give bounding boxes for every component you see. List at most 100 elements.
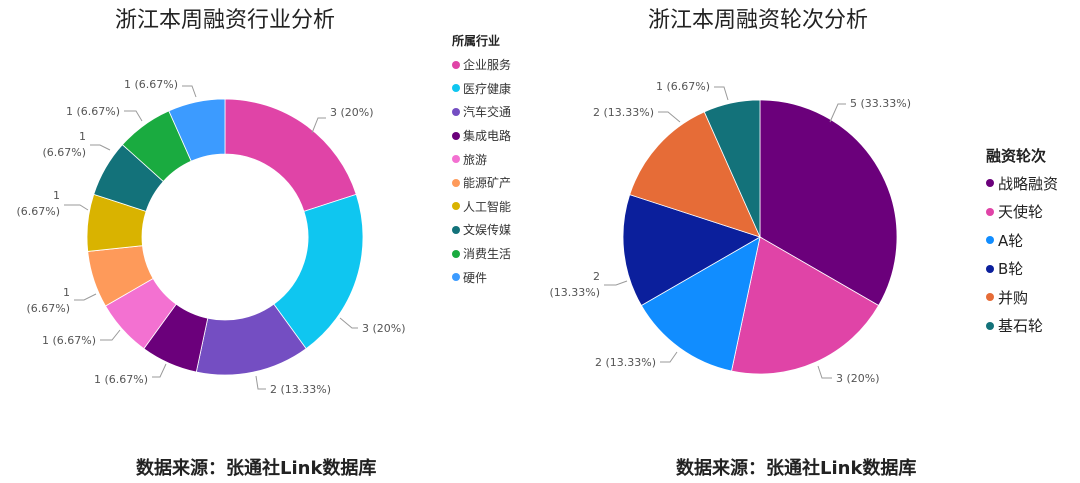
legend-label: 消费生活: [463, 247, 512, 262]
round-legend-item[interactable]: 天使轮: [986, 198, 1058, 227]
industry-data-label: (6.67%): [16, 205, 60, 218]
round-legend-item[interactable]: 并购: [986, 283, 1058, 312]
round-slice-4[interactable]: [622, 194, 761, 307]
leader-line: [829, 103, 846, 123]
industry-data-label: (6.67%): [26, 302, 70, 315]
round-slice-2[interactable]: [731, 236, 880, 375]
industry-legend-item[interactable]: 文娱传媒: [452, 218, 511, 242]
leader-line: [100, 329, 121, 341]
legend-dot-icon: [452, 84, 460, 93]
legend-label: 汽车交通: [463, 105, 512, 120]
legend-dot-icon: [986, 207, 994, 216]
industry-data-label: 1 (6.67%): [42, 334, 96, 347]
round-legend-item[interactable]: 基石轮: [986, 312, 1058, 341]
legend-label: 并购: [998, 288, 1029, 307]
round-data-label: (13.33%): [549, 286, 600, 299]
industry-data-label: 1 (6.67%): [124, 78, 178, 91]
legend-dot-icon: [452, 249, 460, 258]
legend-dot-icon: [452, 155, 460, 164]
round-slice-3[interactable]: [640, 236, 761, 372]
leader-line: [124, 110, 143, 122]
industry-legend-item[interactable]: 消费生活: [452, 242, 511, 266]
legend-label: 基石轮: [998, 317, 1044, 336]
legend-label: 医疗健康: [463, 81, 512, 96]
legend-label: 人工智能: [463, 199, 512, 214]
industry-data-label: 3 (20%): [330, 106, 374, 119]
legend-label: B轮: [998, 260, 1024, 279]
industry-legend-item[interactable]: 医疗健康: [452, 77, 511, 101]
round-data-label: 2 (13.33%): [595, 356, 656, 369]
round-data-source: 数据来源：张通社Link数据库: [676, 458, 917, 479]
leader-line: [660, 351, 678, 363]
legend-dot-icon: [452, 202, 460, 211]
round-legend-item[interactable]: B轮: [986, 255, 1058, 284]
leader-line: [817, 365, 832, 379]
leader-line: [339, 317, 358, 329]
leader-line: [64, 204, 89, 211]
legend-label: 战略融资: [998, 174, 1059, 193]
leader-line: [74, 293, 97, 301]
legend-label: 硬件: [463, 270, 488, 285]
round-pie: [622, 99, 898, 375]
legend-dot-icon: [452, 178, 460, 187]
legend-label: 企业服务: [463, 58, 512, 73]
leader-line: [152, 363, 167, 378]
industry-slice-10[interactable]: [168, 98, 226, 162]
round-data-label: 2 (13.33%): [593, 106, 654, 119]
industry-data-label: 3 (20%): [362, 322, 406, 335]
industry-legend: 所属行业 企业服务医疗健康汽车交通集成电路旅游能源矿产人工智能文娱传媒消费生活硬…: [452, 32, 511, 289]
leader-line: [714, 86, 729, 101]
round-legend-title: 融资轮次: [986, 147, 1047, 165]
legend-label: 集成电路: [463, 129, 512, 144]
round-slice-1[interactable]: [759, 99, 898, 307]
legend-dot-icon: [452, 225, 460, 234]
round-data-label: 2: [593, 270, 600, 283]
legend-dot-icon: [986, 293, 994, 302]
legend-dot-icon: [452, 131, 460, 140]
legend-dot-icon: [986, 236, 994, 245]
legend-dot-icon: [986, 264, 994, 273]
industry-pie: [86, 98, 364, 376]
industry-data-label: (6.67%): [42, 146, 86, 159]
round-slice-5[interactable]: [629, 111, 761, 238]
legend-dot-icon: [986, 321, 994, 330]
legend-label: A轮: [998, 231, 1024, 250]
industry-data-label: 1 (6.67%): [94, 373, 148, 386]
legend-label: 天使轮: [998, 203, 1044, 222]
industry-data-label: 2 (13.33%): [270, 383, 331, 396]
round-data-label: 3 (20%): [836, 372, 880, 385]
leader-line: [255, 375, 266, 390]
industry-data-source: 数据来源：张通社Link数据库: [136, 458, 377, 479]
industry-legend-item[interactable]: 旅游: [452, 147, 511, 171]
leader-line: [658, 111, 681, 123]
legend-label: 文娱传媒: [463, 223, 512, 238]
legend-label: 能源矿产: [463, 176, 512, 191]
industry-data-label: 1: [79, 130, 86, 143]
leader-line: [90, 144, 111, 151]
industry-legend-item[interactable]: 企业服务: [452, 53, 511, 77]
industry-legend-title: 所属行业: [452, 34, 501, 48]
round-chart-title: 浙江本周融资轮次分析: [647, 8, 868, 33]
industry-legend-item[interactable]: 硬件: [452, 265, 511, 289]
legend-dot-icon: [452, 273, 460, 282]
round-slice-6[interactable]: [703, 99, 761, 238]
round-legend-item[interactable]: 战略融资: [986, 169, 1058, 198]
legend-label: 旅游: [463, 152, 488, 167]
industry-data-label: 1 (6.67%): [66, 105, 120, 118]
industry-legend-item[interactable]: 能源矿产: [452, 171, 511, 195]
industry-legend-item[interactable]: 汽车交通: [452, 100, 511, 124]
leader-line: [604, 280, 628, 286]
legend-dot-icon: [452, 60, 460, 69]
leader-line: [311, 117, 326, 134]
round-legend-item[interactable]: A轮: [986, 226, 1058, 255]
industry-legend-item[interactable]: 集成电路: [452, 124, 511, 148]
industry-legend-item[interactable]: 人工智能: [452, 195, 511, 219]
round-data-label: 5 (33.33%): [850, 97, 911, 110]
legend-dot-icon: [986, 179, 994, 188]
legend-dot-icon: [452, 107, 460, 116]
round-legend: 融资轮次 战略融资天使轮 A轮 B轮并购基石轮: [986, 145, 1058, 340]
leader-line: [182, 85, 197, 98]
industry-data-label: 1: [63, 286, 70, 299]
industry-chart-title: 浙江本周融资行业分析: [114, 8, 335, 33]
